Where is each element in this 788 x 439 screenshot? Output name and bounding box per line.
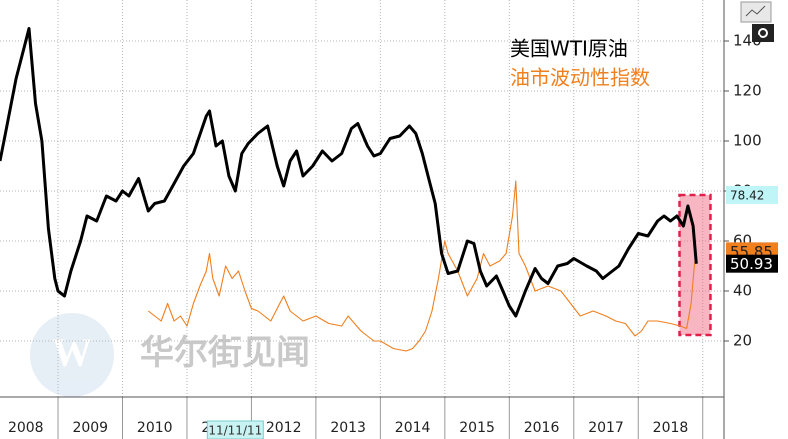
cursor-label: 11/11/11 (208, 424, 262, 438)
x-tick-label: 2016 (524, 420, 560, 436)
y-tick-label: 100 (733, 132, 762, 150)
chart-icon[interactable] (740, 1, 772, 23)
icon-glyph (758, 28, 768, 38)
x-tick-label: 2014 (395, 420, 431, 436)
x-tick-label: 2009 (72, 420, 108, 436)
y-tick-label: 40 (733, 282, 752, 300)
watermark-logo: W (30, 313, 114, 397)
legend-entry: 美国WTI原油 (510, 37, 628, 61)
value-tag-label: 50.93 (730, 255, 773, 273)
x-tick-label: 2012 (266, 420, 302, 436)
y-tick-label: 140 (733, 32, 762, 50)
watermark-circle (30, 313, 114, 397)
value-tag (726, 254, 778, 273)
value-tag (726, 185, 778, 204)
x-tick-label: 2018 (653, 420, 689, 436)
y-tick-label: 120 (733, 82, 762, 100)
x-tick-label: 2015 (459, 420, 495, 436)
x-tick-label: 2017 (588, 420, 624, 436)
x-tick-label: 2013 (330, 420, 366, 436)
x-tick-label: 2010 (137, 420, 173, 436)
watermark-icon: W (52, 330, 92, 375)
icon-glyph (745, 5, 766, 17)
toolbar (740, 1, 774, 42)
cursor-box (206, 420, 264, 439)
value-tag-label: 78.42 (730, 188, 764, 202)
settings-icon[interactable] (752, 24, 774, 42)
series-line (147, 180, 697, 352)
y-tick-label: 20 (733, 332, 752, 350)
watermark-text: 华尔街见闻 (140, 333, 310, 373)
series-line (0, 27, 698, 318)
legend-entry: 油市波动性指数 (510, 66, 650, 90)
x-tick-label: 2008 (8, 420, 44, 436)
